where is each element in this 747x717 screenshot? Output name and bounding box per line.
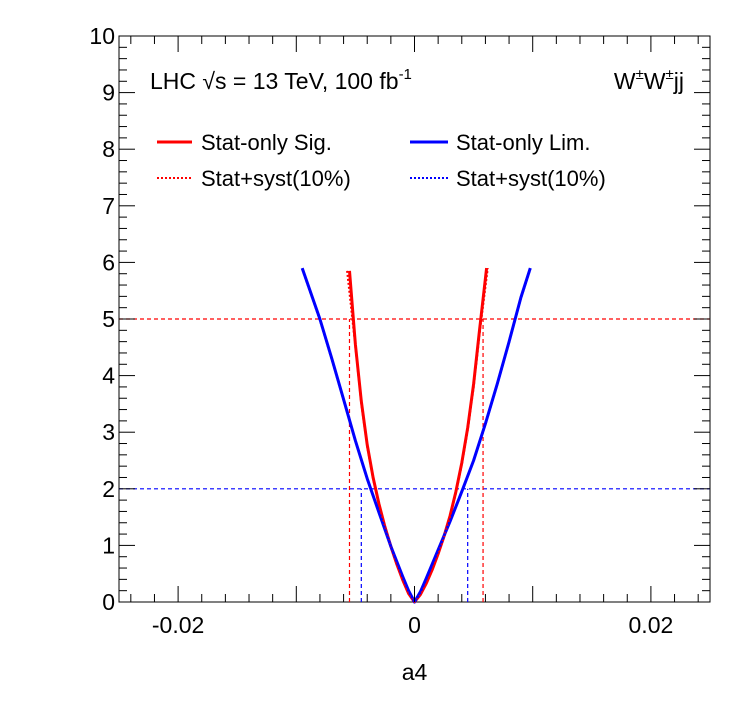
y-tick-label: 2 bbox=[102, 476, 115, 502]
axis-ticks: 0 1 2 3 4 5 6 7 8 9 10 -0.02 0 0.02 bbox=[89, 23, 710, 638]
legend-label-stat-only-sig: Stat-only Sig. bbox=[201, 130, 332, 155]
process-w2: W bbox=[644, 68, 666, 94]
series-line-stat-syst-10-lim bbox=[301, 268, 532, 603]
y-tick-label: 4 bbox=[102, 363, 115, 389]
process-w1: W bbox=[614, 68, 636, 94]
series-line-stat-only-lim bbox=[300, 267, 532, 604]
process-annotation: W±W±jj bbox=[614, 66, 684, 94]
y-tick-label: 7 bbox=[102, 193, 115, 219]
process-pm2: ± bbox=[666, 66, 674, 83]
y-tick-label: 6 bbox=[102, 249, 115, 275]
legend-label-stat-only-lim: Stat-only Lim. bbox=[456, 130, 591, 155]
reference-lines bbox=[119, 318, 710, 602]
y-tick-label: 3 bbox=[102, 419, 115, 445]
process-jj: jj bbox=[673, 68, 684, 94]
lhc-energy-annotation: LHC √s = 13 TeV, 100 fb-1 bbox=[150, 66, 412, 94]
y-tick-label: 1 bbox=[102, 532, 115, 558]
sqrt-s: s bbox=[215, 68, 227, 94]
lhc-prefix: LHC bbox=[150, 68, 202, 94]
x-tick-label: -0.02 bbox=[152, 612, 204, 638]
legend: Stat-only Sig. Stat-only Lim. Stat+syst(… bbox=[157, 130, 606, 191]
series-line-stat-syst-10-sig bbox=[346, 267, 489, 603]
y-tick-label: 0 bbox=[102, 589, 115, 615]
legend-label-stat-syst-lim: Stat+syst(10%) bbox=[456, 166, 606, 191]
process-pm1: ± bbox=[636, 66, 644, 83]
data-series bbox=[300, 267, 532, 604]
x-axis-title: a4 bbox=[402, 659, 428, 685]
lhc-energy-lumi: = 13 TeV, 100 fb bbox=[227, 68, 399, 94]
legend-label-stat-syst-sig: Stat+syst(10%) bbox=[201, 166, 351, 191]
y-tick-label: 8 bbox=[102, 136, 115, 162]
y-tick-label: 10 bbox=[89, 23, 115, 49]
y-tick-label: 9 bbox=[102, 80, 115, 106]
x-tick-label: 0 bbox=[408, 612, 421, 638]
sqrt-symbol: √ bbox=[202, 68, 215, 94]
lumi-exponent: -1 bbox=[399, 66, 412, 83]
y-tick-label: 5 bbox=[102, 306, 115, 332]
x-tick-label: 0.02 bbox=[629, 612, 674, 638]
